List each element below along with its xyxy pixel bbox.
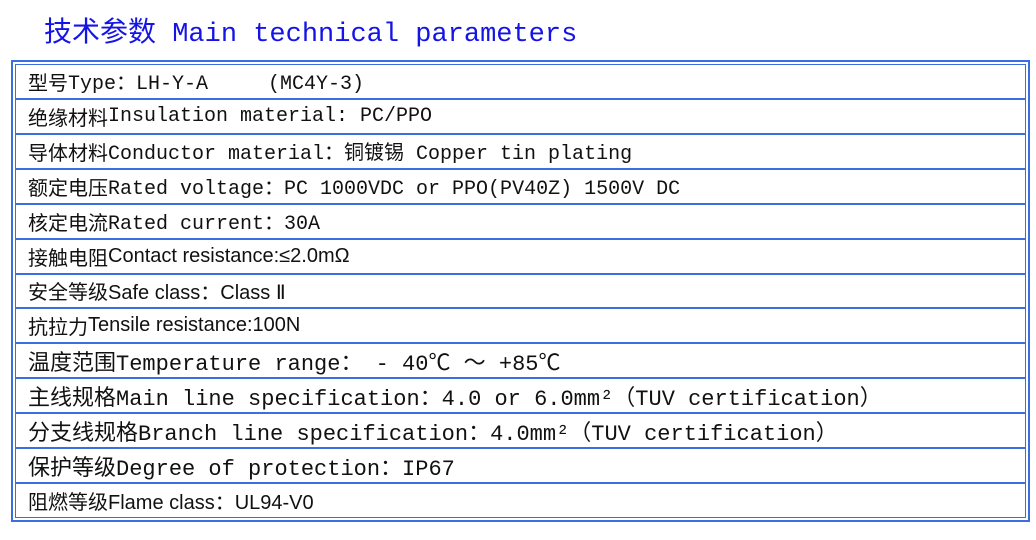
row-text: Type：LH-Y-A (MC4Y-3): [68, 73, 365, 97]
row-text: Contact resistance:≤2.0mΩ: [108, 244, 350, 267]
row-label-cn: 阻燃等级: [28, 490, 108, 515]
row-label-cn: 抗拉力: [28, 315, 88, 340]
row-label-cn: 安全等级: [28, 280, 108, 305]
table-row: 额定电压 Rated voltage：PC 1000VDC or PPO(PV4…: [16, 167, 1025, 203]
table-row: 导体材料 Conductor material：铜镀锡 Copper tin p…: [16, 132, 1025, 168]
title-cn: 技术参数: [44, 15, 157, 48]
row-text: Branch line specification：4.0mm²（TUV cer…: [138, 421, 838, 447]
page-title: 技术参数 Main technical parameters: [44, 10, 577, 50]
table-row: 主线规格 Main line specification：4.0 or 6.0m…: [16, 377, 1025, 412]
table-row: 绝缘材料 Insulation material: PC/PPO: [16, 97, 1025, 133]
table-row: 分支线规格 Branch line specification：4.0mm²（T…: [16, 412, 1025, 447]
parameters-table: 型号 Type：LH-Y-A (MC4Y-3) 绝缘材料 Insulation m…: [11, 60, 1030, 522]
row-text: Rated voltage：PC 1000VDC or PPO(PV40Z) 1…: [108, 178, 681, 202]
table-row: 阻燃等级 Flame class：UL94-V0: [16, 482, 1025, 517]
row-label-cn: 导体材料: [28, 140, 108, 165]
table-row: 保护等级 Degree of protection：IP67: [16, 447, 1025, 482]
row-text: Flame class：UL94-V0: [108, 492, 314, 515]
row-label-cn: 分支线规格: [28, 420, 139, 446]
row-label-cn: 接触电阻: [28, 245, 108, 270]
row-label-cn: 主线规格: [28, 385, 117, 411]
row-text: Rated current：30A: [108, 213, 321, 237]
table-row: 接触电阻 Contact resistance:≤2.0mΩ: [16, 237, 1025, 273]
row-text: Insulation material: PC/PPO: [108, 104, 433, 128]
table-row: 抗拉力 Tensile resistance:100N: [16, 307, 1025, 342]
row-label-cn: 绝缘材料: [28, 105, 108, 130]
row-label-cn: 保护等级: [28, 455, 117, 481]
row-label-cn: 额定电压: [28, 175, 108, 200]
row-text: Tensile resistance:100N: [88, 314, 301, 337]
row-text: Main line specification：4.0 or 6.0mm²（TU…: [116, 386, 882, 412]
table-row: 核定电流 Rated current：30A: [16, 202, 1025, 238]
row-label-cn: 核定电流: [28, 210, 108, 235]
table-row: 安全等级 Safe class：Class Ⅱ: [16, 272, 1025, 308]
row-label-cn: 温度范围: [28, 350, 117, 376]
title-en: Main technical parameters: [172, 20, 578, 50]
row-label-cn: 型号: [28, 70, 68, 95]
row-text: Conductor material：铜镀锡 Copper tin platin…: [108, 143, 633, 167]
table-row: 温度范围 Temperature range： - 40℃ ～ +85℃: [16, 342, 1025, 377]
row-text: Degree of protection：IP67: [116, 456, 455, 482]
row-text: Safe class：Class Ⅱ: [108, 282, 286, 305]
row-text: Temperature range： - 40℃ ～ +85℃: [116, 351, 561, 377]
table-row: 型号 Type：LH-Y-A (MC4Y-3): [16, 65, 1025, 98]
